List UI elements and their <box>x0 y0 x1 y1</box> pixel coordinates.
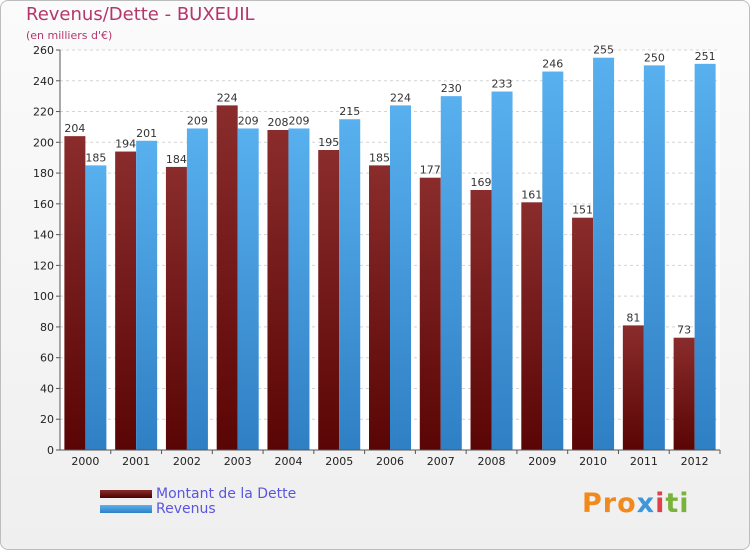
legend-item-dette: Montant de la Dette <box>100 485 297 502</box>
bar-dette <box>572 217 594 450</box>
x-tick-label: 2000 <box>71 455 99 468</box>
data-label-dette: 161 <box>521 188 542 201</box>
data-label-revenus: 251 <box>695 50 716 63</box>
legend-label-dette: Montant de la Dette <box>156 485 297 502</box>
chart-legend: Montant de la Dette Revenus <box>100 485 297 517</box>
data-label-dette: 194 <box>115 138 136 151</box>
bar-dette <box>318 150 340 450</box>
legend-item-revenus: Revenus <box>100 500 296 517</box>
bar-dette <box>470 190 492 450</box>
chart-subtitle: (en milliers d'€) <box>26 29 113 42</box>
data-label-dette: 177 <box>420 164 441 177</box>
data-label-dette: 208 <box>267 116 288 129</box>
data-label-revenus: 209 <box>288 114 309 127</box>
bar-revenus <box>339 119 361 450</box>
bar-revenus <box>440 96 462 451</box>
x-tick-label: 2005 <box>325 455 353 468</box>
bar-revenus <box>136 140 158 450</box>
logo-part-3: i <box>655 488 666 519</box>
bar-dette <box>115 151 137 451</box>
y-tick-label: 140 <box>33 229 54 242</box>
data-label-dette: 195 <box>318 136 339 149</box>
data-label-dette: 224 <box>217 91 238 104</box>
y-tick-label: 80 <box>40 321 54 334</box>
data-label-dette: 81 <box>626 311 640 324</box>
bar-revenus <box>542 71 564 451</box>
x-tick-label: 2011 <box>630 455 658 468</box>
data-label-revenus: 201 <box>136 127 157 140</box>
logo-part-1: Pro <box>582 488 637 519</box>
proxiti-logo: Proxiti <box>582 488 690 519</box>
y-tick-label: 20 <box>40 413 54 426</box>
bar-dette <box>419 177 441 450</box>
bar-revenus <box>186 128 208 450</box>
data-label-revenus: 246 <box>542 58 563 71</box>
bar-dette <box>64 136 86 450</box>
x-tick-label: 2006 <box>376 455 404 468</box>
chart-title: Revenus/Dette - BUXEUIL <box>26 4 255 25</box>
legend-swatch-revenus <box>100 504 152 513</box>
logo-part-4: ti <box>665 488 690 519</box>
logo-part-2: x <box>636 488 656 519</box>
data-label-revenus: 230 <box>441 82 462 95</box>
x-tick-label: 2002 <box>173 455 201 468</box>
bar-dette <box>369 165 390 450</box>
data-label-revenus: 250 <box>644 51 665 64</box>
data-label-revenus: 215 <box>339 105 360 118</box>
bar-revenus <box>593 57 615 450</box>
bar-dette <box>267 130 289 450</box>
bar-revenus <box>643 65 665 450</box>
data-label-revenus: 185 <box>85 151 106 164</box>
y-tick-label: 160 <box>33 198 54 211</box>
data-label-dette: 151 <box>572 204 593 217</box>
y-tick-label: 200 <box>33 136 54 149</box>
x-tick-label: 2010 <box>579 455 607 468</box>
y-tick-label: 220 <box>33 106 54 119</box>
data-label-revenus: 209 <box>238 114 259 127</box>
y-tick-label: 0 <box>47 444 54 457</box>
data-label-dette: 184 <box>166 153 187 166</box>
bar-revenus <box>694 63 716 450</box>
data-label-revenus: 233 <box>492 78 513 91</box>
data-label-revenus: 209 <box>187 114 208 127</box>
y-tick-label: 240 <box>33 75 54 88</box>
x-tick-label: 2003 <box>224 455 252 468</box>
y-tick-label: 260 <box>33 44 54 57</box>
bar-dette <box>521 202 543 450</box>
data-label-dette: 185 <box>369 151 390 164</box>
y-tick-label: 60 <box>40 352 54 365</box>
y-tick-label: 40 <box>40 382 54 395</box>
x-tick-label: 2008 <box>478 455 506 468</box>
bar-dette <box>622 325 644 450</box>
x-tick-label: 2001 <box>122 455 150 468</box>
data-label-revenus: 224 <box>390 91 411 104</box>
bar-revenus <box>237 128 259 450</box>
legend-label-revenus: Revenus <box>156 500 216 517</box>
y-tick-label: 100 <box>33 290 54 303</box>
y-tick-label: 180 <box>33 167 54 180</box>
x-tick-label: 2012 <box>681 455 709 468</box>
x-tick-label: 2004 <box>274 455 302 468</box>
data-label-revenus: 255 <box>593 44 614 57</box>
data-label-dette: 73 <box>677 324 691 337</box>
y-tick-label: 120 <box>33 259 54 272</box>
bar-revenus <box>288 128 310 450</box>
data-label-dette: 169 <box>471 176 492 189</box>
bar-dette <box>165 166 187 450</box>
bar-dette <box>673 337 695 450</box>
x-tick-label: 2009 <box>528 455 556 468</box>
bar-dette <box>216 105 238 450</box>
legend-swatch-dette <box>100 489 152 498</box>
bar-revenus <box>390 105 411 450</box>
bar-revenus <box>491 91 513 451</box>
data-label-dette: 204 <box>64 122 85 135</box>
x-tick-label: 2007 <box>427 455 455 468</box>
bar-revenus <box>85 165 107 450</box>
